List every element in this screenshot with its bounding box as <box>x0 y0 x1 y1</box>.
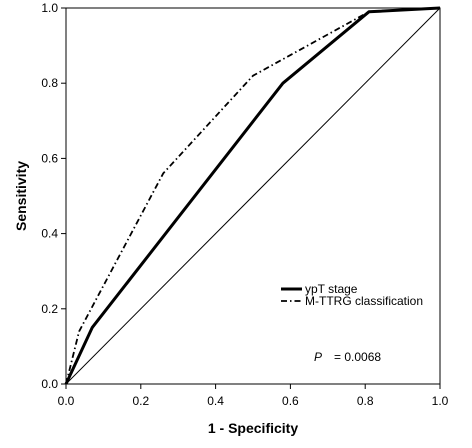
x-tick-label: 0.2 <box>132 394 149 408</box>
plot-area-frame <box>65 7 441 385</box>
series-line-m-ttrg <box>65 7 441 385</box>
y-tick-label: 0.0 <box>41 377 58 391</box>
y-tick-label: 1.0 <box>41 1 58 15</box>
legend: ypT stage M-TTRG classification <box>281 282 423 308</box>
reference-diagonal <box>65 7 441 385</box>
y-axis-title: Sensitivity <box>13 161 29 231</box>
p-symbol: P <box>314 350 322 364</box>
y-tick-label: 0.6 <box>41 151 58 165</box>
reference-line <box>65 7 441 385</box>
legend-label-ypt-stage: ypT stage <box>305 282 358 296</box>
x-axis-title: 1 - Specificity <box>208 420 298 436</box>
y-tick-label: 0.4 <box>41 227 58 241</box>
y-tick-label: 0.8 <box>41 76 58 90</box>
p-value: = 0.0068 <box>334 350 381 364</box>
x-tick-label: 0.4 <box>207 394 224 408</box>
series-lines <box>64 6 441 385</box>
x-tick-label: 0.8 <box>357 394 374 408</box>
legend-label-m-ttrg: M-TTRG classification <box>305 294 423 308</box>
axis-ticks: 0.0 0.2 0.4 0.6 0.8 1.0 0.0 0.2 0.4 0.6 0.8 1.0 <box>41 1 448 408</box>
series-line-ypt-stage <box>64 6 441 385</box>
x-tick-label: 1.0 <box>432 394 449 408</box>
x-tick-label: 0.0 <box>58 394 75 408</box>
y-tick-label: 0.2 <box>41 302 58 316</box>
p-value-annotation: P = 0.0068 <box>314 350 381 364</box>
x-tick-label: 0.6 <box>282 394 299 408</box>
